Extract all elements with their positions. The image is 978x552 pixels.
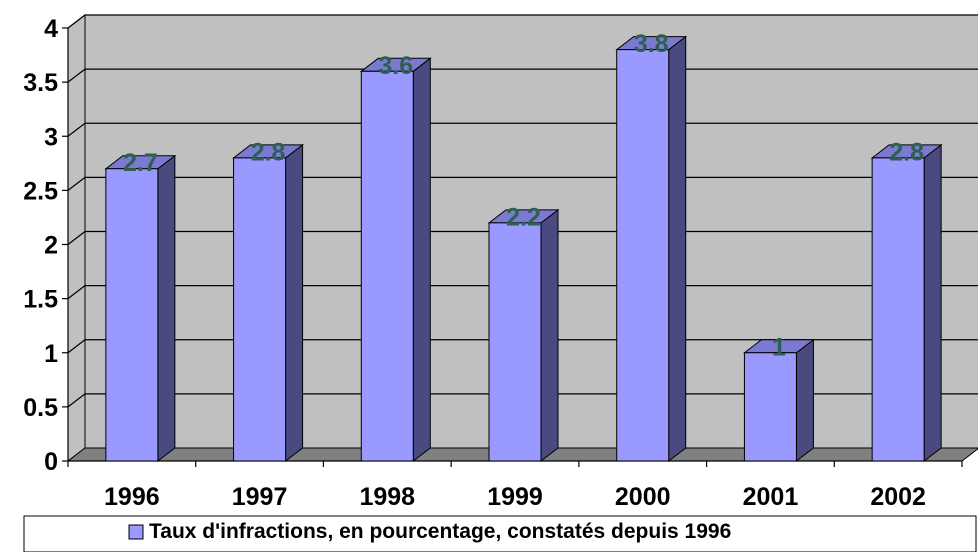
gridline [67,14,978,29]
data-label: 2.8 [889,138,924,166]
y-tick-label: 0.5 [23,394,58,422]
y-tick-label: 1 [44,340,58,368]
bar [359,57,432,463]
bar-side [157,154,176,463]
x-tick-label: 1996 [104,483,160,511]
x-tick-label: 1998 [359,483,415,511]
bar-side [285,143,304,463]
data-label: 2.7 [123,149,158,177]
bar-side [412,57,431,463]
legend-swatch [128,524,144,540]
bar-side [795,338,814,463]
data-label: 2.2 [506,203,541,231]
x-tick-label: 2001 [743,483,799,511]
bar [742,338,815,463]
x-axis-ticks: 1996 1997 1998 1999 2000 2001 2002 [104,483,926,511]
data-label: 2.8 [251,138,286,166]
y-tick-label: 3 [44,123,58,151]
data-label: 3.6 [378,52,413,80]
x-tick-label: 2000 [615,483,671,511]
legend: Taux d'infractions, en pourcentage, cons… [23,515,977,552]
bar-front [871,157,925,462]
bar-side [668,35,687,463]
bar-front [616,49,670,462]
bar-front [743,352,797,462]
bar-front [488,222,542,462]
y-tick-label: 2.5 [23,177,58,205]
bar-side [540,208,559,463]
y-tick-label: 3.5 [23,69,58,97]
bar [232,143,305,463]
x-tick-label: 2002 [870,483,926,511]
legend-label: Taux d'infractions, en pourcentage, cons… [149,520,731,543]
bars [104,35,943,463]
y-tick-label: 1.5 [23,286,58,314]
data-label: 3.8 [634,30,669,58]
x-tick-label: 1997 [232,483,288,511]
bar-front [360,70,414,462]
legend-box [23,515,977,552]
x-tick-label: 1999 [487,483,543,511]
bar [615,35,688,463]
data-labels: 2.7 2.8 3.6 2.2 3.8 1 2.8 [123,30,924,361]
bar [487,208,560,463]
y-tick-label: 0 [44,448,58,476]
bar-front [105,168,159,462]
bar-front [233,157,287,462]
bar [104,154,177,463]
y-tick-label: 2 [44,232,58,260]
y-axis-ticks: 0 0.5 1 1.5 2 2.5 3 3.5 4 [23,15,58,476]
data-label: 1 [772,333,786,361]
y-tick-label: 4 [44,15,58,43]
bar [870,143,943,463]
bar-side [923,143,942,463]
